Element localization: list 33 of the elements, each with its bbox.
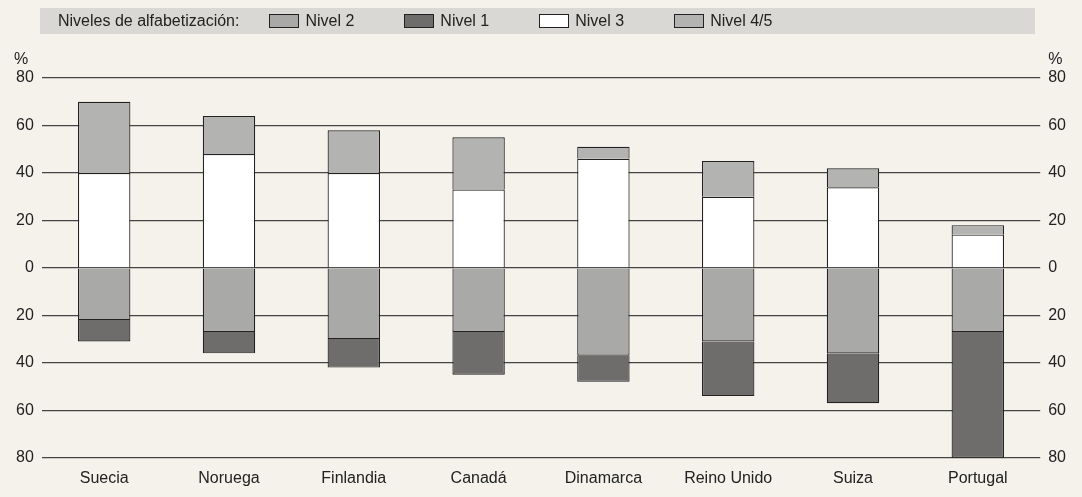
y2-tick-label: 20 [1048,210,1067,228]
y-tick-label: 60 [16,115,34,133]
y2-tick-label: 80 [1048,448,1067,466]
y-tick-label: 20 [16,210,34,228]
legend-label: Nivel 2 [305,12,355,30]
x-tick-label: Dinamarca [564,468,643,486]
y-tick-label: 80 [16,68,34,86]
x-tick-label: Canadá [450,468,507,486]
x-tick-label: Reino Unido [684,468,773,486]
y-tick-label: 40 [16,163,34,181]
y2-tick-label: 40 [1048,353,1067,371]
x-tick-label: Portugal [948,468,1008,486]
y2-tick-label: 40 [1048,163,1067,181]
legend-title: Niveles de alfabetización: [58,12,240,30]
x-tick-label: Noruega [198,468,260,486]
legend-label: Nivel 1 [440,12,490,30]
y2-tick-label: 0 [1048,258,1058,276]
x-tick-label: Finlandia [321,468,387,486]
legend-label: Nivel 4/5 [710,12,773,30]
y-tick-label: 0 [24,258,34,276]
legend-label: Nivel 3 [575,12,625,30]
x-tick-label: Suiza [832,468,874,486]
y-axis-title: % [14,50,29,68]
y2-axis-title: % [1048,50,1063,68]
y2-tick-label: 60 [1048,115,1067,133]
y-tick-label: 40 [16,353,34,371]
y-tick-label: 60 [16,400,34,418]
y2-tick-label: 20 [1048,305,1067,323]
y2-tick-label: 60 [1048,400,1067,418]
y-tick-label: 20 [16,305,34,323]
y2-tick-label: 80 [1048,68,1067,86]
y-tick-label: 80 [16,448,34,466]
x-tick-label: Suecia [79,468,129,486]
